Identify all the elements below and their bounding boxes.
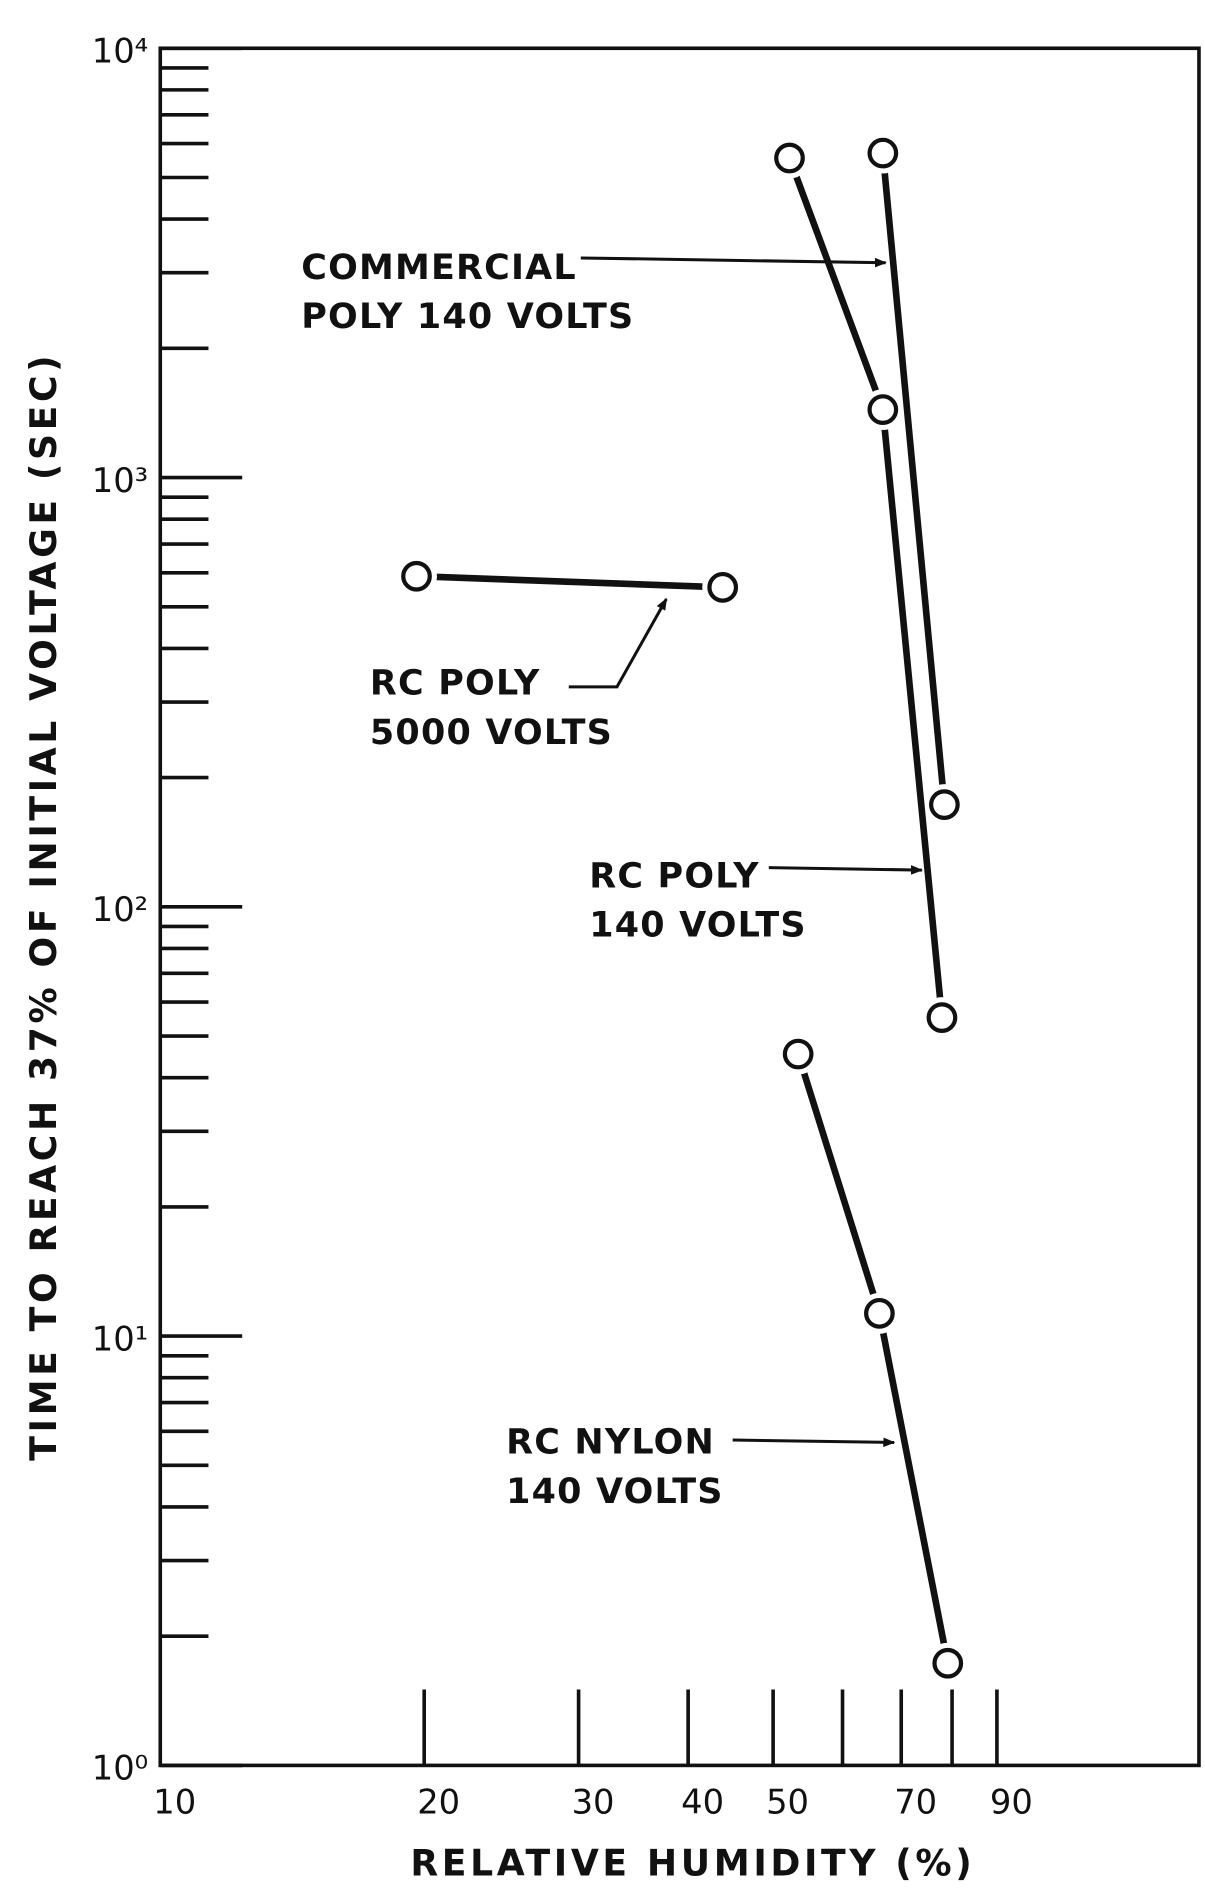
arrow [768, 865, 924, 875]
annotation: 140 VOLTS [589, 906, 807, 946]
x-axis-label: RELATIVE HUMIDITY (%) [410, 1841, 975, 1884]
x-tick-label: 40 [681, 1782, 724, 1821]
series [777, 1033, 969, 1684]
x-tick-label: 20 [417, 1782, 460, 1821]
y-tick-label: 10² [92, 890, 148, 929]
data-point [926, 1002, 958, 1033]
x-tick-label: 70 [894, 1782, 937, 1821]
annotation: RC POLY [589, 856, 760, 896]
y-tick-label: 10³ [92, 461, 148, 500]
series-line [879, 152, 948, 805]
data-point [707, 571, 739, 603]
series-line [794, 1053, 952, 1664]
arrow [568, 597, 668, 689]
annotation-arrows [568, 256, 924, 1448]
data-point [867, 137, 899, 169]
y-axis-label: TIME TO REACH 37% OF INITIAL VOLTAGE (SE… [22, 352, 65, 1461]
data-point [864, 1297, 895, 1329]
arrow [732, 1437, 896, 1448]
annotation: 140 VOLTS [506, 1472, 724, 1512]
series-line [786, 156, 946, 1018]
x-tick-label: 50 [766, 1782, 809, 1821]
data-point [782, 1038, 814, 1070]
y-tick-label: 10¹ [92, 1319, 148, 1358]
y-tick-label: 10⁰ [92, 1749, 148, 1788]
arrow [580, 256, 887, 268]
annotation: RC POLY [370, 664, 541, 704]
x-tick-label: 30 [572, 1782, 615, 1821]
x-tick-label: 90 [990, 1782, 1033, 1821]
annotation: RC NYLON [506, 1423, 715, 1463]
annotation: COMMERCIAL [301, 248, 577, 288]
series-line [416, 572, 723, 591]
series [396, 555, 744, 608]
series [862, 132, 965, 826]
data-point [867, 394, 899, 425]
series [769, 137, 963, 1039]
annotation: 5000 VOLTS [370, 713, 613, 753]
x-tick-label: 10 [153, 1782, 196, 1821]
data-point [401, 560, 432, 592]
annotation: POLY 140 VOLTS [301, 297, 634, 337]
data-point [929, 789, 960, 821]
data-point [774, 142, 805, 174]
y-tick-label: 10⁴ [92, 32, 148, 71]
data-point [932, 1647, 964, 1679]
